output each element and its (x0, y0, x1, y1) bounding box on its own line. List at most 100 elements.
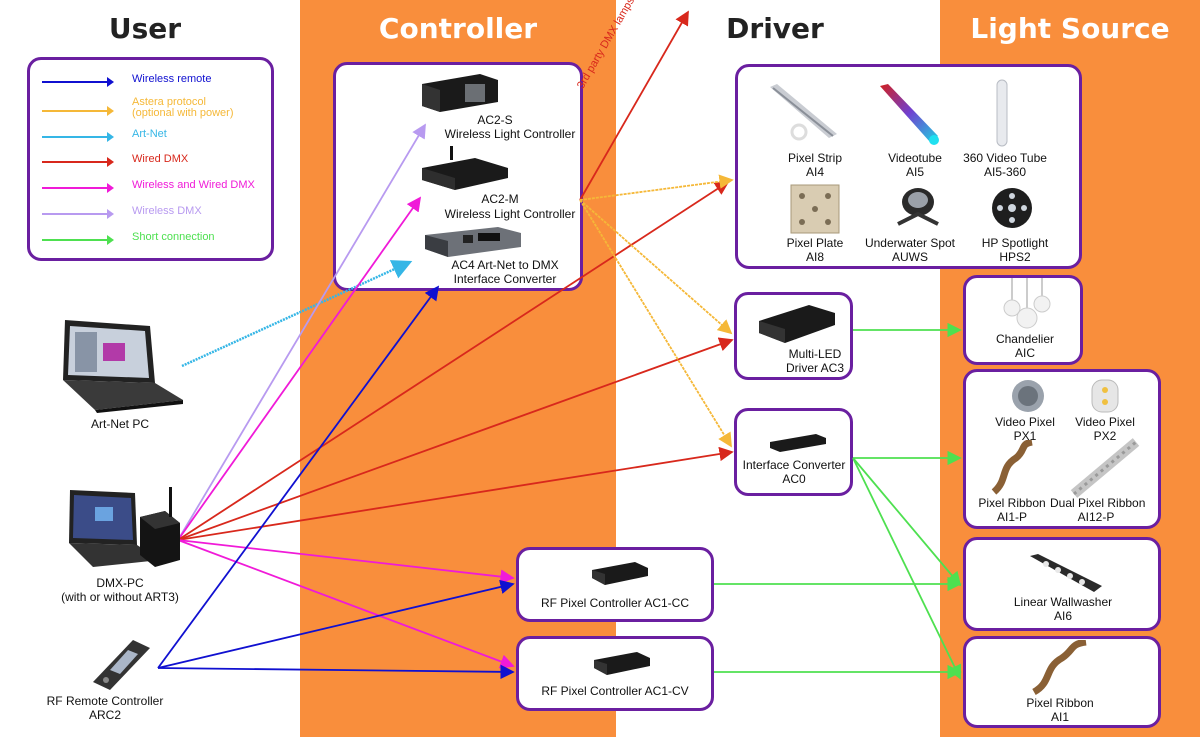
video-pixel-px2-label: Video Pixel (1075, 415, 1135, 429)
rf-remote-sublabel: ARC2 (88, 708, 121, 722)
wire-dmxpc-3rdparty (177, 181, 730, 541)
ac2m-sublabel: Wireless Light Controller (444, 207, 576, 221)
wire-ac0-ribbon (852, 457, 961, 680)
wire-dmxpc-ac3 (177, 337, 734, 541)
controller-ac1cv-box (516, 636, 714, 711)
ac0-converter-icon (770, 434, 826, 452)
legend-item-astera-protocol: Astera protocol (optional with power) (42, 97, 262, 123)
video-tube-360-icon (996, 79, 1008, 147)
chandelier-label: Chandelier (995, 332, 1055, 346)
wire-artnet-pc-ac4 (181, 260, 413, 368)
ac1cv-label: RF Pixel Controller AC1-CV (541, 684, 689, 698)
ac1cv-device-icon (594, 652, 650, 675)
video-pixel-px1-icon (1012, 380, 1044, 412)
light-wallwasher-box (963, 537, 1161, 631)
artnet-pc-label: Art-Net PC (90, 417, 149, 431)
linear-wallwasher-icon (1030, 554, 1102, 592)
ac1cc-device-icon (592, 562, 648, 585)
dual-pixel-ribbon-icon (1070, 438, 1140, 498)
hp-spotlight-label: HP Spotlight (981, 236, 1049, 250)
legend-item-wired-dmx: Wired DMX (42, 154, 262, 170)
ac2m-device-icon (422, 146, 508, 190)
rf-remote-label: RF Remote Controller (46, 694, 164, 708)
ac2m-label: AC2-M (481, 192, 519, 206)
ac4-label: AC4 Art-Net to DMX (451, 258, 559, 272)
dual-pixel-ribbon-label: Dual Pixel Ribbon (1050, 496, 1146, 510)
pixel-ribbon-ai1p-sublabel: AI1-P (996, 510, 1027, 524)
wire-ac2-3rdparty (579, 10, 689, 201)
video-pixel-px2-icon (1091, 379, 1119, 413)
dmx-pc-icon (69, 487, 180, 567)
wire-ac2-fixtures (579, 174, 734, 201)
wire-ac2-ac3 (579, 199, 733, 335)
wire-dmxpc-ac2s (177, 123, 426, 541)
controller-ac1cc-box (516, 547, 714, 622)
dmx-pc-label: DMX-PC (96, 576, 144, 590)
hp-spotlight-sublabel: HPS2 (999, 250, 1031, 264)
pixel-ribbon-ai1-sublabel: AI1 (1050, 710, 1069, 724)
pixel-plate-icon (790, 184, 840, 234)
video-tube-360-sublabel: AI5-360 (983, 165, 1027, 179)
ac1cc-label: RF Pixel Controller AC1-CC (540, 596, 690, 610)
wire-remote-ac1cc (157, 579, 515, 669)
legend-item-wireless-and-wired-dmx: Wireless and Wired DMX (42, 180, 262, 196)
pixel-plate-label: Pixel Plate (786, 236, 844, 250)
dmx-pc-sublabel: (with or without ART3) (61, 590, 179, 604)
videotube-label: Videotube (888, 151, 942, 165)
ac0-sublabel: AC0 (782, 472, 806, 486)
light-source-column-title: Light Source (970, 12, 1170, 45)
wire-ac2-ac0 (579, 199, 732, 448)
hp-spotlight-icon (992, 188, 1032, 228)
legend-item-short-connection: Short connection (42, 232, 262, 248)
wire-remote-ac1cv (157, 664, 515, 680)
pixel-strip-label: Pixel Strip (787, 151, 843, 165)
legend-item-wireless-remote: Wireless remote (42, 74, 262, 90)
wire-dmxpc-ac1cv (177, 539, 515, 669)
ac0-label: Interface Converter (742, 458, 846, 472)
videotube-sublabel: AI5 (905, 165, 924, 179)
pixel-plate-sublabel: AI8 (805, 250, 824, 264)
video-pixel-px1-label: Video Pixel (995, 415, 1055, 429)
ac4-device-icon (425, 227, 521, 257)
legend-item-art-net: Art-Net (42, 129, 262, 145)
underwater-spot-sublabel: AUWS (892, 250, 928, 264)
videotube-icon (880, 84, 939, 145)
ac3-label: Multi-LED (788, 347, 842, 361)
chandelier-icon (1003, 278, 1051, 329)
driver-fixtures-box (735, 64, 1082, 269)
controller-column-title: Controller (378, 12, 538, 45)
driver-column-title: Driver (726, 12, 824, 45)
ac2s-sublabel: Wireless Light Controller (444, 127, 576, 141)
legend (27, 57, 274, 261)
wire-ac0-wallwasher (852, 457, 962, 587)
underwater-spot-icon (897, 188, 939, 226)
ac2s-device-icon (422, 74, 498, 112)
wire-dmxpc-ac0 (177, 446, 734, 541)
pixel-ribbon-ai1-icon (1032, 640, 1087, 696)
ac2s-label: AC2-S (477, 113, 513, 127)
linear-wallwasher-sublabel: AI6 (1053, 609, 1072, 623)
legend-item-wireless-dmx: Wireless DMX (42, 206, 262, 222)
pixel-strip-sublabel: AI4 (805, 165, 824, 179)
video-pixel-px2-sublabel: PX2 (1093, 429, 1117, 443)
pixel-ribbon-ai1p-label: Pixel Ribbon (978, 496, 1046, 510)
ac4-sublabel: Interface Converter (453, 272, 557, 286)
chandelier-sublabel: AIC (1014, 346, 1035, 360)
wire-dmxpc-ac2m (177, 196, 422, 541)
ac3-sublabel: Driver AC3 (785, 361, 844, 375)
user-column-title: User (108, 12, 182, 45)
rf-remote-icon (93, 640, 150, 690)
pixel-ribbon-ai1p-icon (991, 440, 1033, 495)
driver-ac0-box (734, 408, 853, 496)
wire-dmxpc-ac1cc (177, 539, 515, 584)
video-tube-360-label: 360 Video Tube (963, 151, 1047, 165)
pixel-strip-icon (770, 84, 837, 141)
light-pixels-box (963, 369, 1161, 529)
wire-remote-ac4 (157, 285, 440, 669)
underwater-spot-label: Underwater Spot (864, 236, 956, 250)
ac3-driver-icon (759, 305, 835, 343)
linear-wallwasher-label: Linear Wallwasher (1013, 595, 1113, 609)
artnet-pc-laptop-icon (63, 320, 183, 413)
pixel-ribbon-ai1-label: Pixel Ribbon (1026, 696, 1094, 710)
